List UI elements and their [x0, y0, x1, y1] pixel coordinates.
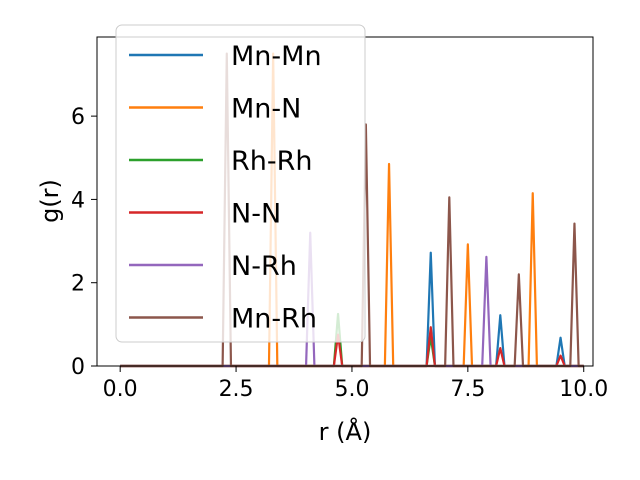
- legend-label-mn-n: Mn-N: [231, 94, 301, 125]
- legend-label-mn-mn: Mn-Mn: [231, 41, 322, 72]
- legend-label-rh-rh: Rh-Rh: [231, 146, 313, 177]
- y-tick-label: 2: [71, 272, 85, 297]
- x-tick-label: 0.0: [103, 377, 138, 402]
- x-tick-label: 2.5: [219, 377, 254, 402]
- legend: Mn-Mn Mn-N Rh-Rh N-N N-Rh Mn-Rh: [115, 24, 366, 343]
- y-axis: 0 2 4 6: [71, 105, 97, 380]
- series-line-mn-mn: [120, 251, 584, 368]
- y-axis-label: g(r): [36, 179, 64, 223]
- x-tick-label: 10.0: [559, 377, 608, 402]
- y-tick-label: 0: [71, 355, 85, 380]
- legend-box: [115, 24, 366, 343]
- x-axis-label: r (Å): [319, 417, 372, 446]
- legend-label-mn-rh: Mn-Rh: [231, 304, 317, 335]
- y-tick-label: 6: [71, 105, 85, 130]
- x-axis: 0.0 2.5 5.0 7.5 10.0: [103, 366, 608, 402]
- legend-label-n-rh: N-Rh: [231, 251, 297, 282]
- x-tick-label: 7.5: [450, 377, 485, 402]
- y-tick-label: 4: [71, 188, 85, 213]
- x-tick-label: 5.0: [334, 377, 369, 402]
- legend-label-n-n: N-N: [231, 199, 281, 230]
